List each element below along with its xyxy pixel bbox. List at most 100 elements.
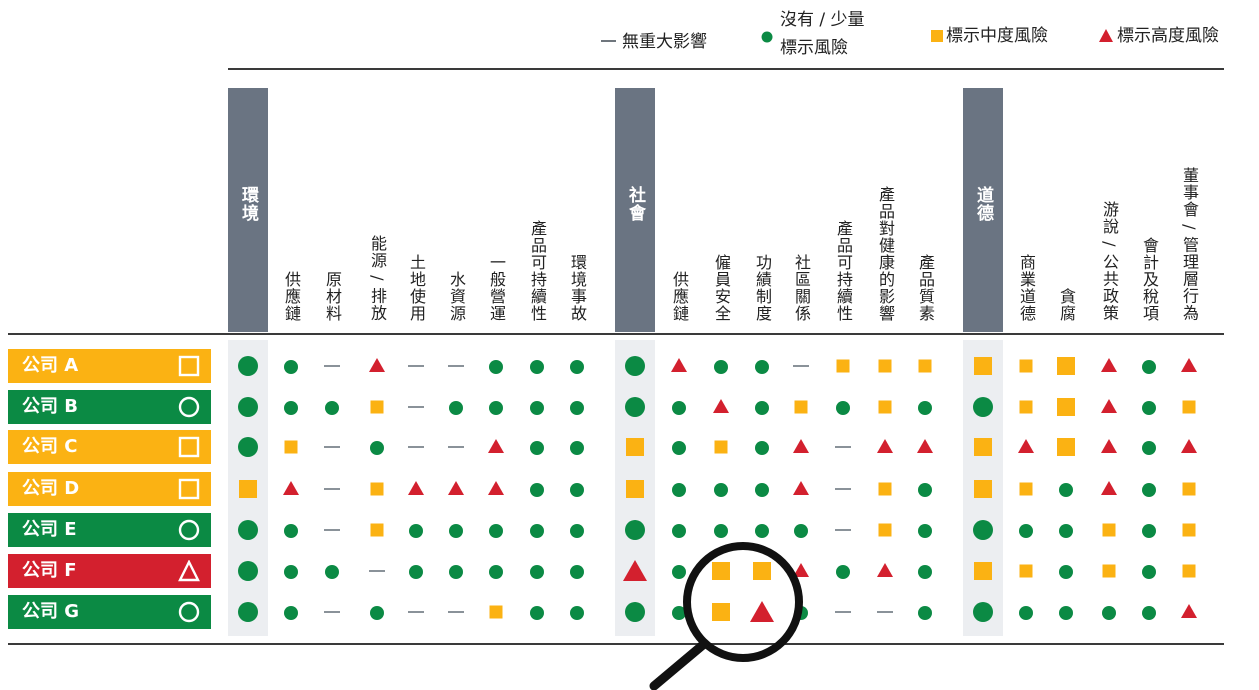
- low-risk-circle: [672, 401, 686, 415]
- square-outline-icon: [178, 355, 200, 377]
- medium-risk-square: [1102, 523, 1116, 537]
- high-risk-triangle: [1101, 399, 1117, 413]
- circle-outline-icon: [178, 601, 200, 623]
- no-impact-dash: [448, 365, 464, 367]
- low-risk-circle: [284, 565, 298, 579]
- low-risk-circle: [672, 565, 686, 579]
- low-risk-circle: [836, 401, 850, 415]
- high-risk-triangle: [1181, 358, 1197, 372]
- legend-low-label-line2: 標示風險: [780, 38, 848, 58]
- medium-risk-square: [794, 400, 808, 414]
- column-label: 產品質素: [916, 254, 935, 322]
- company-name: 公司 B: [22, 396, 78, 417]
- medium-risk-square-large: [626, 480, 644, 498]
- square-icon: [931, 30, 943, 42]
- low-risk-circle: [714, 483, 728, 497]
- square-outline-icon: [178, 436, 200, 458]
- high-risk-triangle: [877, 563, 893, 577]
- low-risk-circle: [918, 524, 932, 538]
- high-risk-triangle: [1181, 604, 1197, 618]
- low-risk-circle: [530, 401, 544, 415]
- medium-risk-square: [878, 482, 892, 496]
- medium-risk-square-large: [239, 480, 257, 498]
- company-name: 公司 F: [22, 560, 77, 581]
- high-risk-triangle: [671, 358, 687, 372]
- company-row-header: 公司 D: [8, 472, 211, 506]
- low-risk-circle: [1019, 524, 1033, 538]
- triangle-outline-icon: [178, 560, 200, 582]
- medium-risk-square: [1019, 482, 1033, 496]
- no-impact-dash: [408, 446, 424, 448]
- high-risk-triangle: [877, 439, 893, 453]
- legend-medium-label: 標示中度風險: [946, 26, 1048, 46]
- no-impact-dash: [408, 365, 424, 367]
- low-risk-circle: [672, 483, 686, 497]
- low-risk-circle-large: [625, 397, 645, 417]
- low-risk-circle: [1142, 565, 1156, 579]
- company-name: 公司 C: [22, 436, 78, 457]
- dash-icon: [601, 40, 616, 42]
- circle-outline-icon: [178, 519, 200, 541]
- high-risk-triangle: [488, 439, 504, 453]
- medium-risk-square: [1019, 359, 1033, 373]
- low-risk-circle: [570, 606, 584, 620]
- low-risk-circle: [284, 401, 298, 415]
- low-risk-circle: [449, 565, 463, 579]
- low-risk-circle: [409, 565, 423, 579]
- legend-none-label: 無重大影響: [622, 32, 707, 52]
- low-risk-circle-large: [238, 520, 258, 540]
- company-row-header: 公司 C: [8, 430, 211, 464]
- high-risk-triangle-large: [750, 601, 774, 622]
- low-risk-circle: [284, 360, 298, 374]
- company-row-header: 公司 E: [8, 513, 211, 547]
- high-risk-triangle: [793, 481, 809, 495]
- high-risk-triangle: [1101, 439, 1117, 453]
- no-impact-dash: [877, 611, 893, 613]
- low-risk-circle-large: [973, 602, 993, 622]
- column-label: 游說 / 公共政策: [1100, 201, 1119, 322]
- high-risk-triangle: [1018, 439, 1034, 453]
- category-label: 社會: [625, 186, 645, 222]
- medium-risk-square: [1102, 564, 1116, 578]
- high-risk-triangle: [283, 481, 299, 495]
- column-label: 產品對健康的影響: [876, 186, 895, 322]
- low-risk-circle: [1059, 606, 1073, 620]
- category-label: 道德: [973, 186, 993, 222]
- medium-risk-square-large: [1057, 357, 1075, 375]
- high-risk-triangle: [448, 481, 464, 495]
- column-label: 原材料: [323, 271, 342, 322]
- low-risk-circle: [570, 565, 584, 579]
- low-risk-circle: [370, 606, 384, 620]
- medium-risk-square-large: [626, 438, 644, 456]
- low-risk-circle: [1142, 360, 1156, 374]
- low-risk-circle: [755, 524, 769, 538]
- low-risk-circle: [1019, 606, 1033, 620]
- low-risk-circle: [489, 360, 503, 374]
- no-impact-dash: [448, 611, 464, 613]
- low-risk-circle: [1142, 524, 1156, 538]
- medium-risk-square: [1182, 523, 1196, 537]
- medium-risk-square: [878, 523, 892, 537]
- column-label: 產品可持續性: [528, 220, 547, 322]
- medium-risk-square: [714, 440, 728, 454]
- low-risk-circle-large: [625, 520, 645, 540]
- high-risk-triangle: [488, 481, 504, 495]
- medium-risk-square: [836, 359, 850, 373]
- company-row-header: 公司 B: [8, 390, 211, 424]
- column-label: 土地使用: [407, 254, 426, 322]
- low-risk-circle: [570, 401, 584, 415]
- low-risk-circle: [530, 483, 544, 497]
- low-risk-circle: [794, 524, 808, 538]
- low-risk-circle: [755, 441, 769, 455]
- low-risk-circle: [284, 606, 298, 620]
- company-row-header: 公司 G: [8, 595, 211, 629]
- low-risk-circle: [836, 565, 850, 579]
- body-top-rule: [8, 333, 1224, 335]
- low-risk-circle: [1142, 483, 1156, 497]
- column-label: 水資源: [447, 271, 466, 322]
- low-risk-circle: [284, 524, 298, 538]
- no-impact-dash: [835, 488, 851, 490]
- low-risk-circle-large: [625, 356, 645, 376]
- medium-risk-square: [1182, 564, 1196, 578]
- low-risk-circle: [714, 524, 728, 538]
